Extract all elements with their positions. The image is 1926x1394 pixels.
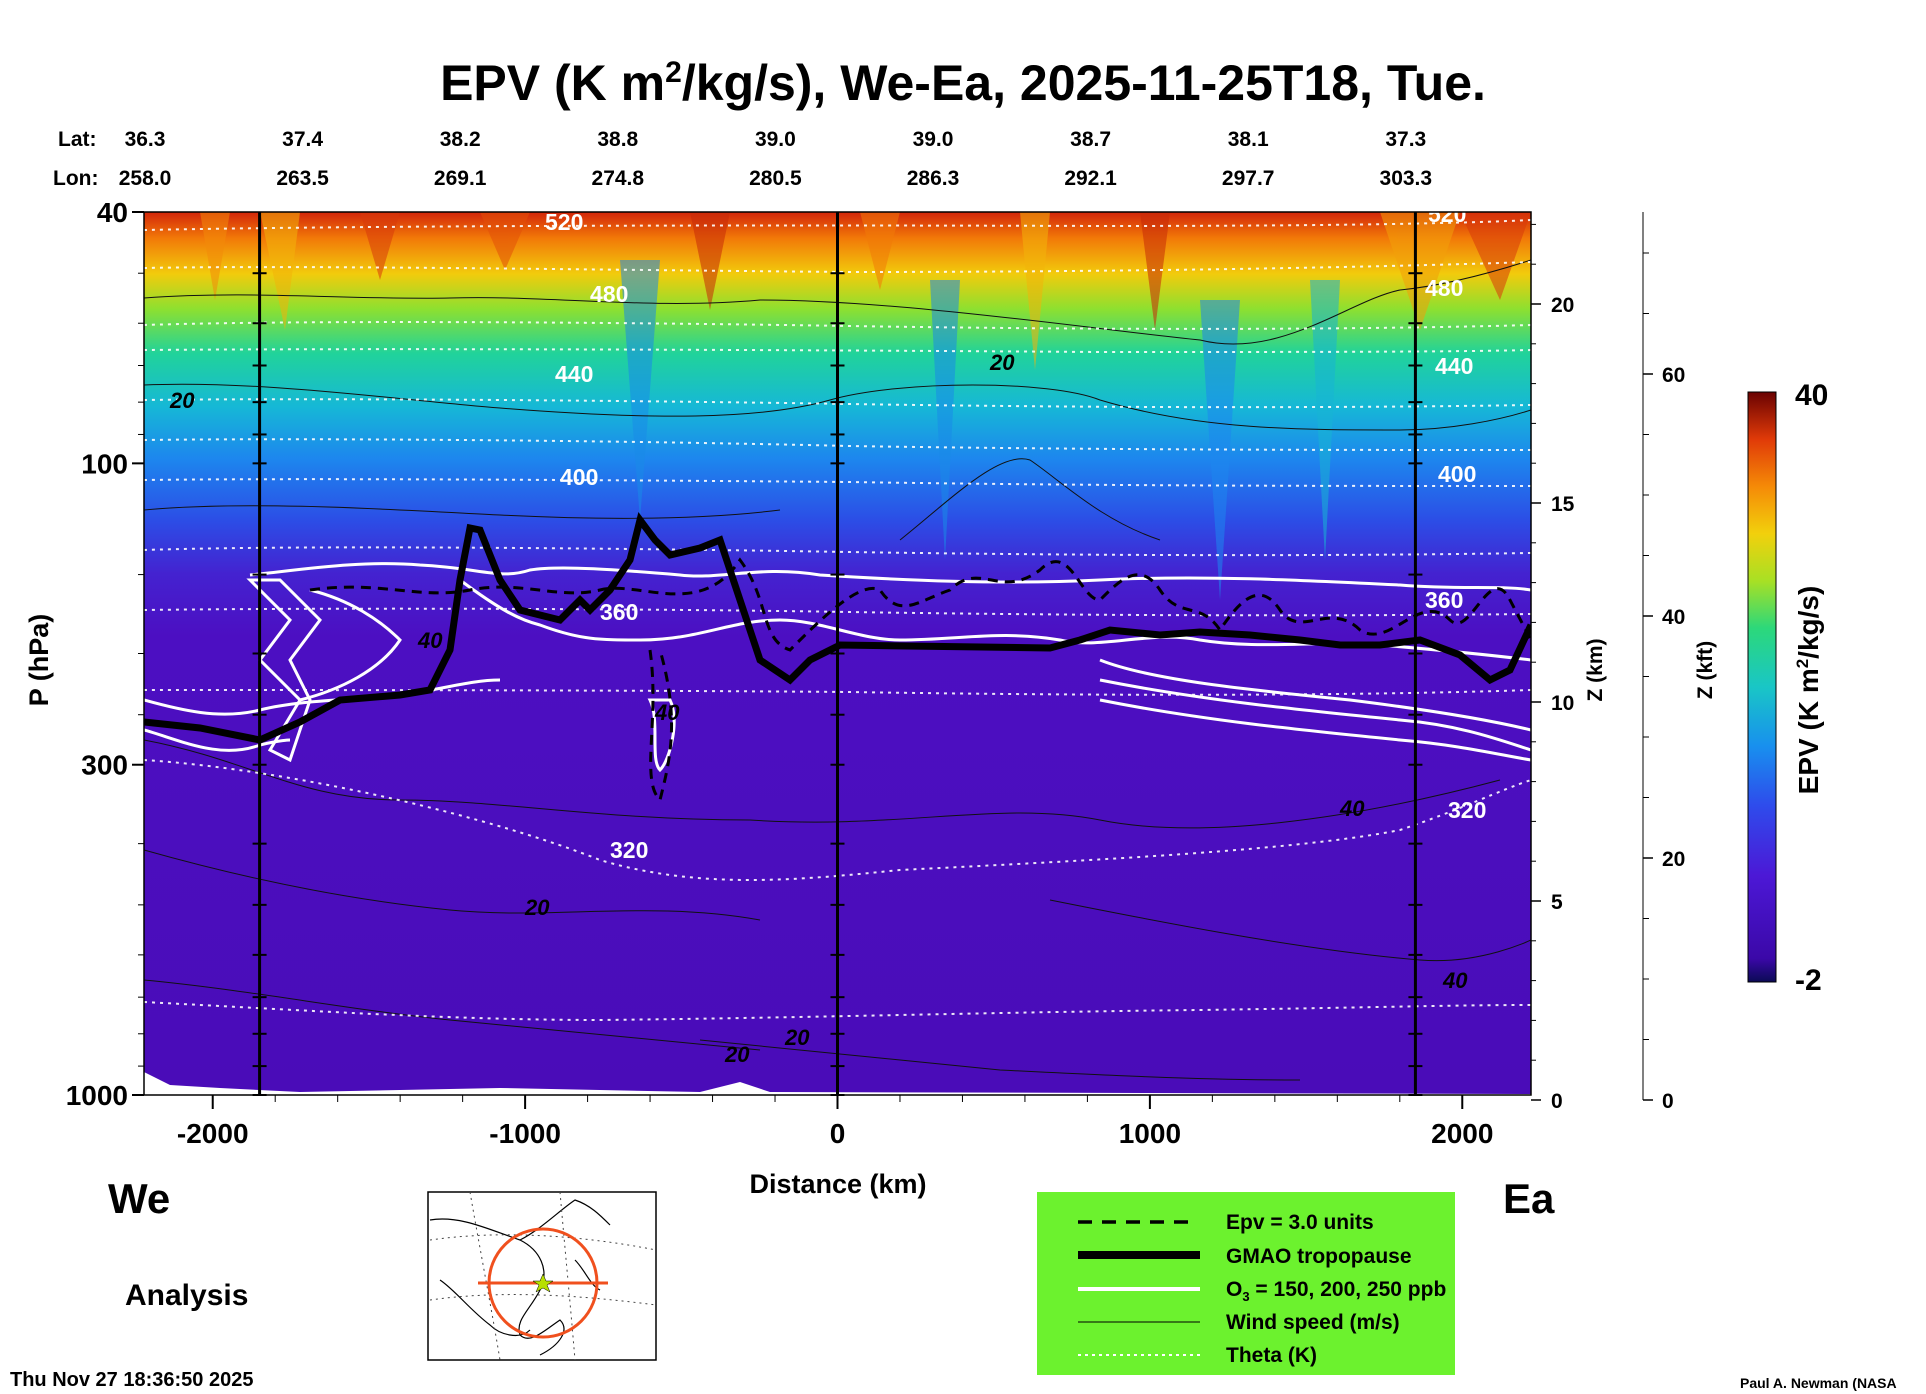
z-kft-tick-label: 0 (1662, 1090, 1674, 1113)
x-axis: -2000 -1000 0 1000 2000 (177, 1095, 1493, 1149)
chart-title: EPV (K m2/kg/s), We-Ea, 2025-11-25T18, T… (440, 55, 1486, 111)
we-label: We (108, 1175, 170, 1222)
svg-text:20: 20 (724, 1042, 750, 1067)
y-axis: 40 100 300 1000 (66, 197, 144, 1111)
svg-text:360: 360 (600, 599, 638, 625)
svg-text:400: 400 (1438, 461, 1476, 487)
svg-text:40: 40 (1442, 968, 1468, 993)
z-km-tick-label: 15 (1551, 493, 1575, 516)
wind-speed-labels: 20 20 40 40 20 20 20 40 40 (169, 350, 1468, 1067)
svg-text:40: 40 (1339, 796, 1365, 821)
z-km-label: Z (km) (1584, 639, 1607, 702)
lon-value: 258.0 (119, 167, 172, 190)
lat-value: 37.3 (1385, 128, 1426, 151)
svg-text:40: 40 (654, 700, 680, 725)
lat-value: 38.7 (1070, 128, 1111, 151)
svg-text:20: 20 (169, 388, 195, 413)
credit: Paul A. Newman (NASA (1740, 1375, 1897, 1391)
svg-text:480: 480 (1425, 275, 1463, 301)
colorbar (1747, 391, 1777, 983)
epv-3-contour (309, 557, 1531, 803)
lat-row-label: Lat: (58, 128, 97, 151)
lat-value: 38.2 (440, 128, 481, 151)
z-kft-label: Z (kft) (1694, 641, 1717, 699)
theta-labels: 520 520 480 480 440 440 400 400 360 360 … (545, 201, 1486, 863)
legend: Epv = 3.0 units GMAO tropopause O3 = 150… (1037, 1192, 1455, 1375)
lat-value: 38.1 (1228, 128, 1269, 151)
lon-value: 269.1 (434, 167, 487, 190)
z-km-tick-label: 20 (1551, 294, 1574, 317)
lat-value: 36.3 (125, 128, 166, 151)
lon-value: 303.3 (1380, 167, 1433, 190)
y-tick-label: 300 (81, 750, 128, 781)
x-tick-label: 1000 (1119, 1118, 1181, 1149)
lon-value: 297.7 (1222, 167, 1275, 190)
lon-value: 286.3 (907, 167, 960, 190)
legend-label-ozone: O3 = 150, 200, 250 ppb (1226, 1278, 1446, 1304)
z-km-tick-label: 5 (1551, 891, 1563, 914)
y-tick-label: 1000 (66, 1080, 128, 1111)
ground-mask (144, 1072, 1531, 1095)
lat-values: 36.3 37.4 38.2 38.8 39.0 39.0 38.7 38.1 37.3 (125, 128, 1427, 151)
svg-text:360: 360 (1425, 587, 1463, 613)
lat-value: 39.0 (913, 128, 954, 151)
svg-text:20: 20 (784, 1025, 810, 1050)
svg-text:40: 40 (417, 628, 443, 653)
lon-value: 292.1 (1064, 167, 1117, 190)
section-markers (252, 212, 1423, 1096)
colorbar-min-label: -2 (1795, 964, 1822, 997)
gmao-tropopause-line (144, 512, 1531, 744)
svg-text:20: 20 (524, 895, 550, 920)
lon-value: 274.8 (592, 167, 645, 190)
x-tick-label: -1000 (489, 1118, 561, 1149)
svg-text:320: 320 (1448, 797, 1486, 823)
lon-value: 280.5 (749, 167, 802, 190)
svg-text:520: 520 (545, 209, 583, 235)
z-km-tick-label: 10 (1551, 692, 1574, 715)
lon-row-label: Lon: (53, 167, 98, 190)
y-axis-label: P (hPa) (24, 614, 54, 707)
legend-label-theta: Theta (K) (1226, 1344, 1317, 1367)
z-kft-tick-label: 20 (1662, 848, 1685, 871)
legend-label-tropopause: GMAO tropopause (1226, 1245, 1412, 1268)
x-tick-label: 0 (830, 1118, 846, 1149)
x-tick-label: -2000 (177, 1118, 249, 1149)
colorbar-title: EPV (K m2/kg/s) (1793, 586, 1824, 795)
legend-label-epv: Epv = 3.0 units (1226, 1211, 1374, 1234)
lon-value: 263.5 (276, 167, 329, 190)
legend-label-wind: Wind speed (m/s) (1226, 1311, 1400, 1334)
lat-value: 39.0 (755, 128, 796, 151)
z-kft-tick-label: 40 (1662, 606, 1685, 629)
svg-text:440: 440 (555, 361, 593, 387)
x-axis-label: Distance (km) (749, 1169, 926, 1199)
lat-value: 38.8 (597, 128, 638, 151)
svg-text:480: 480 (590, 281, 628, 307)
analysis-label: Analysis (125, 1279, 248, 1312)
z-km-axis: 0 5 10 15 20 (1530, 212, 1575, 1113)
svg-text:440: 440 (1435, 353, 1473, 379)
lat-value: 37.4 (282, 128, 323, 151)
wind-speed-contours (144, 259, 1531, 1081)
z-km-tick-label: 0 (1551, 1090, 1563, 1113)
svg-text:20: 20 (989, 350, 1015, 375)
x-tick-label: 2000 (1431, 1118, 1493, 1149)
ea-label: Ea (1503, 1175, 1555, 1222)
svg-text:400: 400 (560, 464, 598, 490)
svg-text:320: 320 (610, 837, 648, 863)
lon-values: 258.0 263.5 269.1 274.8 280.5 286.3 292.1 297.7… (119, 167, 1432, 190)
timestamp: Thu Nov 27 18:36:50 2025 (10, 1369, 253, 1391)
svg-text:520: 520 (1428, 201, 1466, 227)
z-kft-axis: 0 20 40 60 (1642, 212, 1685, 1113)
y-tick-label: 100 (81, 448, 128, 479)
y-tick-label: 40 (97, 197, 128, 228)
locator-map (427, 1191, 657, 1361)
theta-contours (144, 219, 1531, 1022)
z-kft-tick-label: 60 (1662, 364, 1685, 387)
colorbar-max-label: 40 (1795, 379, 1828, 412)
